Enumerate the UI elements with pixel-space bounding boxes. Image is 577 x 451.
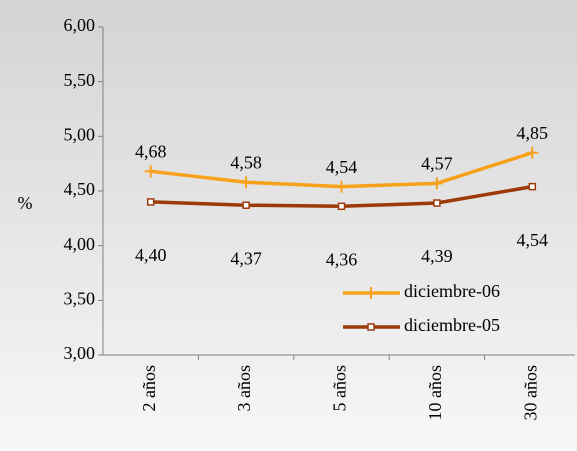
data-label: 4,57 bbox=[421, 153, 453, 173]
data-label: 4,40 bbox=[135, 245, 167, 265]
point-marker bbox=[430, 177, 443, 190]
x-tick-label: 5 años bbox=[330, 365, 350, 412]
data-label: 4,39 bbox=[421, 246, 453, 266]
point-marker bbox=[433, 199, 441, 207]
point-marker bbox=[365, 287, 377, 299]
point-marker bbox=[242, 201, 250, 209]
x-tick-label: 3 años bbox=[234, 365, 254, 412]
y-tick-label: 3,50 bbox=[64, 288, 96, 308]
point-marker bbox=[528, 182, 537, 191]
data-label: 4,85 bbox=[517, 123, 549, 143]
y-tick-label: 5,50 bbox=[64, 70, 96, 90]
x-tick-label: 10 años bbox=[425, 365, 445, 421]
point-marker bbox=[240, 176, 253, 189]
point-marker bbox=[335, 180, 348, 193]
point-marker bbox=[367, 323, 375, 331]
x-tick-label: 2 años bbox=[139, 365, 159, 412]
y-tick-label: 4,50 bbox=[64, 179, 96, 199]
data-label: 4,36 bbox=[326, 249, 358, 269]
y-tick-label: 4,00 bbox=[64, 234, 96, 254]
legend-label: diciembre-05 bbox=[404, 315, 500, 335]
data-label: 4,37 bbox=[230, 248, 262, 268]
point-marker bbox=[337, 202, 346, 211]
data-label: 4,54 bbox=[326, 157, 358, 177]
data-label: 4,54 bbox=[517, 230, 549, 250]
y-tick-label: 3,00 bbox=[64, 343, 96, 363]
point-marker bbox=[146, 198, 155, 206]
point-marker bbox=[526, 146, 539, 159]
point-marker bbox=[144, 165, 157, 178]
y-tick-label: 5,00 bbox=[64, 124, 96, 144]
x-tick-label: 30 años bbox=[520, 365, 540, 421]
y-axis-label: % bbox=[18, 193, 33, 213]
data-label: 4,68 bbox=[135, 141, 167, 161]
y-tick-label: 6,00 bbox=[64, 15, 96, 35]
data-label: 4,58 bbox=[230, 152, 262, 172]
legend-label: diciembre-06 bbox=[404, 281, 500, 301]
